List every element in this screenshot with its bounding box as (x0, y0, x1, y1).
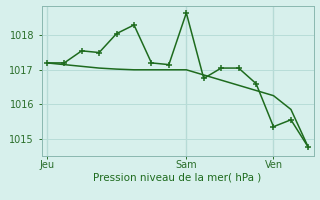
X-axis label: Pression niveau de la mer( hPa ): Pression niveau de la mer( hPa ) (93, 173, 262, 183)
